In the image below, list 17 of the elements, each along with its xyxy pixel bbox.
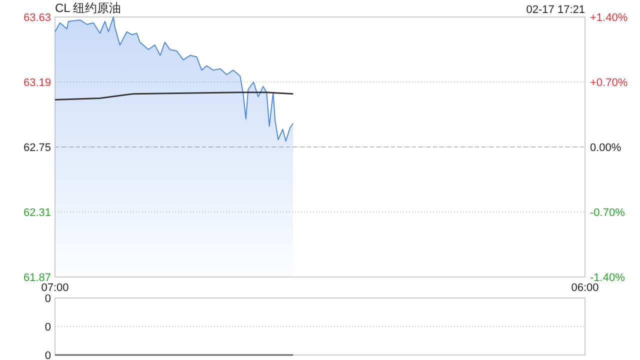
y2-tick-label: 0.00%	[590, 142, 622, 154]
y-tick-label: 63.63	[23, 12, 51, 24]
y-tick-label: 62.75	[23, 142, 51, 154]
chart-subtitle: 02-17 17:21	[526, 4, 585, 16]
y-tick-label: 63.19	[23, 77, 51, 89]
y-tick-label: 0	[44, 293, 51, 305]
y2-tick-label: -0.70%	[590, 207, 626, 219]
x-tick-label: 07:00	[41, 282, 69, 294]
y2-tick-label: +1.40%	[590, 12, 628, 24]
y-tick-label: 0	[44, 350, 51, 360]
chart-title: CL 纽约原油	[55, 1, 122, 15]
y2-tick-label: +0.70%	[590, 77, 628, 89]
y-tick-label: 62.31	[23, 207, 51, 219]
y-tick-label: 61.87	[23, 272, 51, 284]
x-tick-label: 06:00	[571, 282, 599, 294]
y-tick-label: 0	[44, 322, 51, 334]
y2-tick-label: -1.40%	[590, 272, 626, 284]
